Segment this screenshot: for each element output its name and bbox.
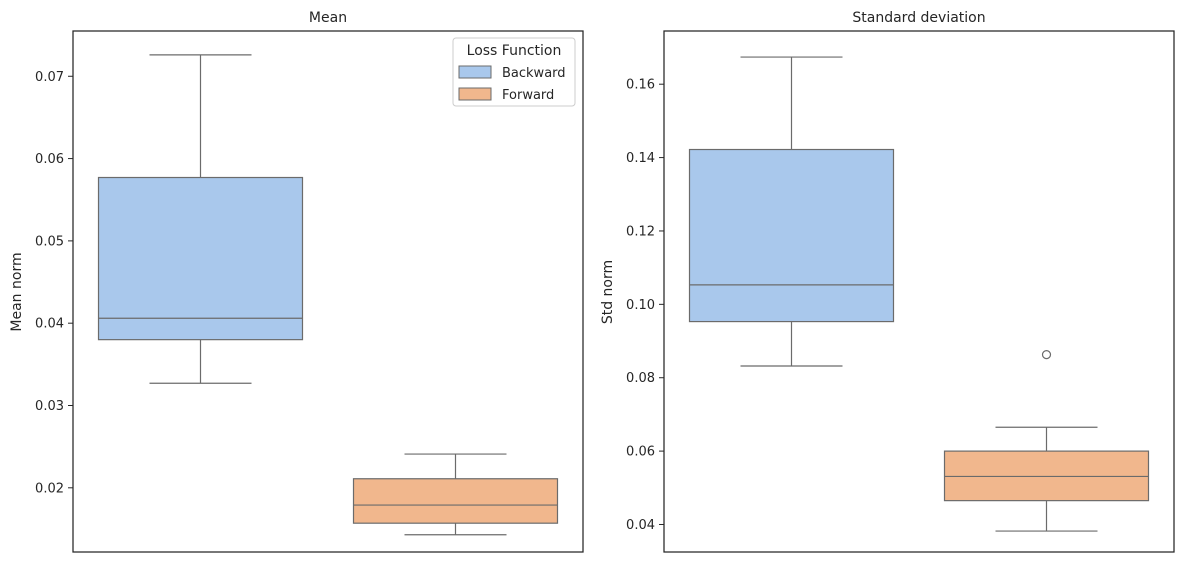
mean-plot-y-ticks: 0.02 0.03 0.04 0.05 0.06 0.07 <box>35 70 73 496</box>
mean-subplot: Mean Mean norm 0.020.030.040.050.060.07 … <box>9 10 584 553</box>
std-ytick-label: 0.04 <box>626 518 655 533</box>
std-plot-y-ticks: 0.04 0.06 0.08 0.10 0.12 0.14 0.16 <box>626 78 664 533</box>
std-ytick-label: 0.10 <box>626 298 655 313</box>
std-ytick-label: 0.16 <box>626 78 655 93</box>
std-plot-frame <box>663 30 1175 553</box>
mean-box-backward <box>97 54 304 384</box>
mean-ytick-label: 0.04 <box>35 317 64 332</box>
legend-swatch-backward <box>458 65 492 79</box>
std-ytick-label: 0.12 <box>626 224 655 239</box>
std-box-forward <box>943 350 1150 532</box>
std-forward-outlier-point <box>1041 350 1052 360</box>
mean-plot-ylabel: Mean norm <box>9 252 25 331</box>
mean-ytick-label: 0.07 <box>35 70 64 85</box>
std-box-backward <box>688 56 895 367</box>
mean-plot-title: Mean <box>309 10 347 26</box>
mean-box-forward <box>352 453 559 536</box>
mean-plot-frame <box>72 30 584 553</box>
std-plot-title: Standard deviation <box>852 10 985 26</box>
legend-label-forward: Forward <box>502 88 554 103</box>
mean-forward-iqr-box <box>352 478 559 524</box>
legend-swatch-forward <box>458 87 492 101</box>
mean-backward-iqr-box <box>97 176 304 341</box>
std-ytick-label: 0.08 <box>626 371 655 386</box>
legend-label-backward: Backward <box>502 66 566 81</box>
std-plot-boxes <box>688 56 1150 532</box>
std-backward-iqr-box <box>688 148 895 323</box>
mean-ytick-label: 0.03 <box>35 399 64 414</box>
legend-title: Loss Function <box>467 43 562 59</box>
std-subplot: Standard deviation Std norm 0.04 0.06 0.08… <box>600 10 1175 553</box>
mean-ytick-label: 0.02 <box>35 481 64 496</box>
std-plot-ylabel: Std norm <box>600 260 616 324</box>
mean-plot-boxes <box>97 54 559 536</box>
mean-ytick-label: 0.05 <box>35 234 64 249</box>
legend: Loss Function Backward Forward <box>452 37 576 107</box>
std-ytick-label: 0.14 <box>626 151 655 166</box>
mean-ytick-label: 0.06 <box>35 152 64 167</box>
std-ytick-label: 0.06 <box>626 445 655 460</box>
